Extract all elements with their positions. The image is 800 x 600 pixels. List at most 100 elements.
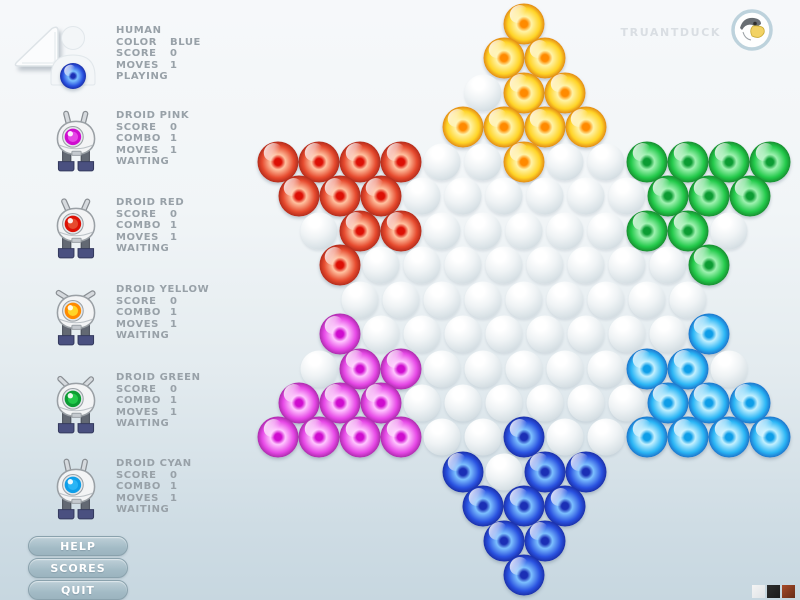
help-button[interactable]: HELP [28,536,128,556]
board-hole[interactable] [649,315,686,353]
board-hole[interactable] [485,177,522,215]
marble-yellow[interactable] [442,105,483,148]
marble-cyan[interactable] [749,415,791,458]
marble-yellow[interactable] [544,70,586,114]
board-hole[interactable] [423,281,461,319]
marble-green[interactable] [688,174,729,217]
marble-magenta[interactable] [360,380,401,424]
board-hole[interactable] [464,143,502,181]
marble-blue[interactable] [462,484,504,527]
board-hole[interactable] [423,418,461,456]
board-hole[interactable] [567,177,604,215]
marble-green[interactable] [688,243,729,286]
board-hole[interactable] [300,212,338,250]
marble-red[interactable] [257,139,299,183]
board-hole[interactable] [362,315,399,353]
marble-magenta[interactable] [257,415,299,458]
marble-red[interactable] [339,208,381,252]
marble-blue[interactable] [503,484,545,527]
marble-cyan[interactable] [647,380,688,424]
board-hole[interactable] [567,246,604,284]
marble-cyan[interactable] [708,415,750,458]
marble-red[interactable] [319,243,360,286]
marble-yellow[interactable] [524,105,565,148]
board-hole[interactable] [444,246,481,284]
board-hole[interactable] [526,177,563,215]
color-swatch-white[interactable] [752,585,765,598]
board-hole[interactable] [587,143,625,181]
marble-red[interactable] [339,139,381,183]
marble-yellow[interactable] [503,139,545,183]
board-hole[interactable] [710,350,748,387]
marble-yellow[interactable] [503,1,545,45]
marble-magenta[interactable] [319,312,360,355]
board-hole[interactable] [567,315,604,353]
board-hole[interactable] [382,281,420,319]
board-hole[interactable] [444,384,481,422]
board-hole[interactable] [608,315,645,353]
color-swatch-black[interactable] [767,585,780,598]
scores-button[interactable]: SCORES [28,558,128,578]
marble-green[interactable] [626,208,668,252]
marble-blue[interactable] [442,449,483,493]
marble-blue[interactable] [503,415,545,458]
marble-yellow[interactable] [565,105,606,148]
quit-button[interactable]: QUIT [28,580,128,600]
marble-cyan[interactable] [688,380,729,424]
marble-green[interactable] [667,139,709,183]
marble-green[interactable] [667,208,709,252]
board-hole[interactable] [710,212,748,250]
marble-yellow[interactable] [503,70,545,114]
board-hole[interactable] [505,212,543,250]
board-hole[interactable] [587,350,625,387]
board-hole[interactable] [300,350,338,387]
marble-blue[interactable] [524,518,565,562]
marble-magenta[interactable] [298,415,340,458]
board-hole[interactable] [403,384,440,422]
marble-cyan[interactable] [688,312,729,355]
marble-green[interactable] [729,174,770,217]
board-hole[interactable] [444,177,481,215]
marble-blue[interactable] [524,449,565,493]
board-hole[interactable] [526,246,563,284]
board-hole[interactable] [567,384,604,422]
marble-red[interactable] [380,139,422,183]
marble-cyan[interactable] [667,346,709,389]
board-hole[interactable] [608,384,645,422]
board-hole[interactable] [464,418,502,456]
board-hole[interactable] [464,74,502,112]
marble-green[interactable] [708,139,750,183]
board-hole[interactable] [608,177,645,215]
marble-blue[interactable] [565,449,606,493]
marble-magenta[interactable] [380,415,422,458]
marble-cyan[interactable] [667,415,709,458]
marble-red[interactable] [298,139,340,183]
board-hole[interactable] [669,281,707,319]
board-hole[interactable] [485,315,522,353]
board-hole[interactable] [485,384,522,422]
board-hole[interactable] [403,315,440,353]
marble-cyan[interactable] [729,380,770,424]
board-hole[interactable] [587,281,625,319]
color-swatch-rust[interactable] [782,585,795,598]
marble-red[interactable] [360,174,401,217]
board-hole[interactable] [423,212,461,250]
marble-blue[interactable] [544,484,586,527]
board-hole[interactable] [587,212,625,250]
board-hole[interactable] [649,246,686,284]
board-hole[interactable] [628,281,666,319]
marble-magenta[interactable] [319,380,360,424]
board-hole[interactable] [423,143,461,181]
board-hole[interactable] [546,350,584,387]
marble-blue[interactable] [503,553,545,596]
marble-magenta[interactable] [380,346,422,389]
board-hole[interactable] [464,350,502,387]
marble-yellow[interactable] [483,36,524,79]
board-hole[interactable] [444,315,481,353]
marble-red[interactable] [380,208,422,252]
board-hole[interactable] [505,350,543,387]
board-hole[interactable] [464,212,502,250]
board-hole[interactable] [341,281,379,319]
marble-magenta[interactable] [278,380,319,424]
marble-cyan[interactable] [626,415,668,458]
